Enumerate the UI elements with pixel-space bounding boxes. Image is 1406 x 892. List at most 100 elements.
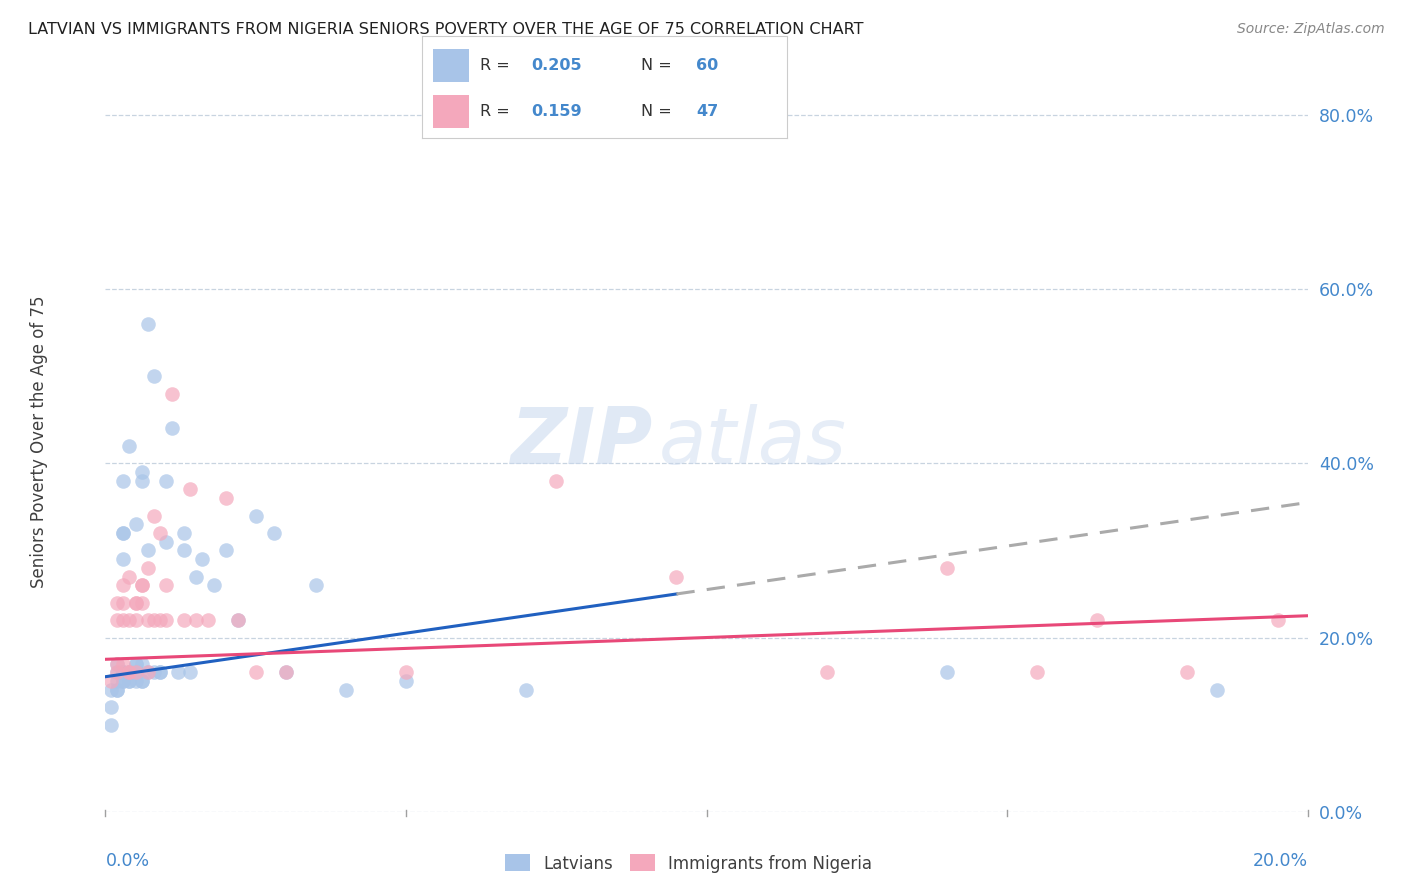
Point bbox=[107, 657, 129, 671]
Point bbox=[305, 578, 328, 592]
Point bbox=[214, 491, 236, 505]
Point bbox=[118, 665, 141, 680]
Point bbox=[1206, 682, 1229, 697]
Point bbox=[136, 665, 159, 680]
Point bbox=[112, 665, 135, 680]
Text: 0.159: 0.159 bbox=[531, 104, 582, 120]
Point bbox=[118, 569, 141, 583]
Point bbox=[173, 543, 195, 558]
Text: ZIP: ZIP bbox=[510, 403, 652, 480]
Point bbox=[131, 674, 153, 689]
Point bbox=[173, 526, 195, 541]
Point bbox=[815, 665, 838, 680]
Point bbox=[131, 674, 153, 689]
Point bbox=[515, 682, 537, 697]
Point bbox=[100, 717, 122, 731]
Point bbox=[124, 674, 146, 689]
Point bbox=[118, 665, 141, 680]
Point bbox=[136, 613, 159, 627]
Text: 47: 47 bbox=[696, 104, 718, 120]
Point bbox=[936, 665, 959, 680]
Point bbox=[546, 474, 568, 488]
Point bbox=[112, 665, 135, 680]
Text: N =: N = bbox=[641, 58, 678, 73]
Point bbox=[214, 543, 236, 558]
Point bbox=[124, 657, 146, 671]
Point bbox=[112, 578, 135, 592]
Point bbox=[148, 526, 170, 541]
Point bbox=[155, 578, 177, 592]
Point bbox=[155, 613, 177, 627]
Legend: Latvians, Immigrants from Nigeria: Latvians, Immigrants from Nigeria bbox=[499, 847, 879, 880]
Point bbox=[118, 674, 141, 689]
Point bbox=[136, 561, 159, 575]
Point bbox=[107, 657, 129, 671]
Text: LATVIAN VS IMMIGRANTS FROM NIGERIA SENIORS POVERTY OVER THE AGE OF 75 CORRELATIO: LATVIAN VS IMMIGRANTS FROM NIGERIA SENIO… bbox=[28, 22, 863, 37]
Point bbox=[112, 665, 135, 680]
Point bbox=[160, 386, 183, 401]
Point bbox=[245, 665, 267, 680]
Text: 20.0%: 20.0% bbox=[1253, 853, 1308, 871]
Text: 60: 60 bbox=[696, 58, 718, 73]
Point bbox=[124, 613, 146, 627]
Point bbox=[226, 613, 249, 627]
Point bbox=[118, 665, 141, 680]
Point bbox=[263, 526, 285, 541]
Point bbox=[107, 682, 129, 697]
Point bbox=[107, 665, 129, 680]
Point bbox=[131, 596, 153, 610]
Point bbox=[142, 613, 165, 627]
Point bbox=[124, 596, 146, 610]
Point bbox=[197, 613, 219, 627]
Text: R =: R = bbox=[481, 58, 515, 73]
Text: Seniors Poverty Over the Age of 75: Seniors Poverty Over the Age of 75 bbox=[31, 295, 48, 588]
Text: 0.0%: 0.0% bbox=[105, 853, 149, 871]
Point bbox=[118, 665, 141, 680]
Point bbox=[184, 613, 207, 627]
Point bbox=[112, 526, 135, 541]
Point bbox=[118, 439, 141, 453]
Point bbox=[936, 561, 959, 575]
Point bbox=[245, 508, 267, 523]
Point bbox=[184, 569, 207, 583]
Point bbox=[118, 674, 141, 689]
Point bbox=[142, 369, 165, 384]
Point bbox=[395, 674, 418, 689]
Point bbox=[107, 682, 129, 697]
Point bbox=[100, 700, 122, 714]
Point bbox=[124, 517, 146, 532]
Point bbox=[166, 665, 188, 680]
Bar bbox=[433, 49, 470, 82]
Point bbox=[1085, 613, 1108, 627]
Point bbox=[179, 665, 201, 680]
Point bbox=[107, 665, 129, 680]
Point bbox=[160, 421, 183, 435]
Point bbox=[112, 613, 135, 627]
Point bbox=[1026, 665, 1049, 680]
Point bbox=[226, 613, 249, 627]
Text: 0.205: 0.205 bbox=[531, 58, 582, 73]
Point bbox=[131, 474, 153, 488]
Point bbox=[112, 674, 135, 689]
Point bbox=[131, 465, 153, 479]
Point bbox=[100, 674, 122, 689]
Point bbox=[142, 665, 165, 680]
Point bbox=[173, 613, 195, 627]
Point bbox=[112, 596, 135, 610]
Point bbox=[1267, 613, 1289, 627]
Point bbox=[179, 483, 201, 497]
Text: Source: ZipAtlas.com: Source: ZipAtlas.com bbox=[1237, 22, 1385, 37]
Point bbox=[202, 578, 225, 592]
Point bbox=[190, 552, 212, 566]
Point bbox=[131, 578, 153, 592]
Point bbox=[107, 596, 129, 610]
Point bbox=[124, 657, 146, 671]
Point bbox=[136, 317, 159, 331]
Point bbox=[124, 665, 146, 680]
Text: N =: N = bbox=[641, 104, 678, 120]
Point bbox=[136, 543, 159, 558]
Point bbox=[395, 665, 418, 680]
Point bbox=[112, 526, 135, 541]
Point bbox=[131, 657, 153, 671]
Point bbox=[136, 665, 159, 680]
